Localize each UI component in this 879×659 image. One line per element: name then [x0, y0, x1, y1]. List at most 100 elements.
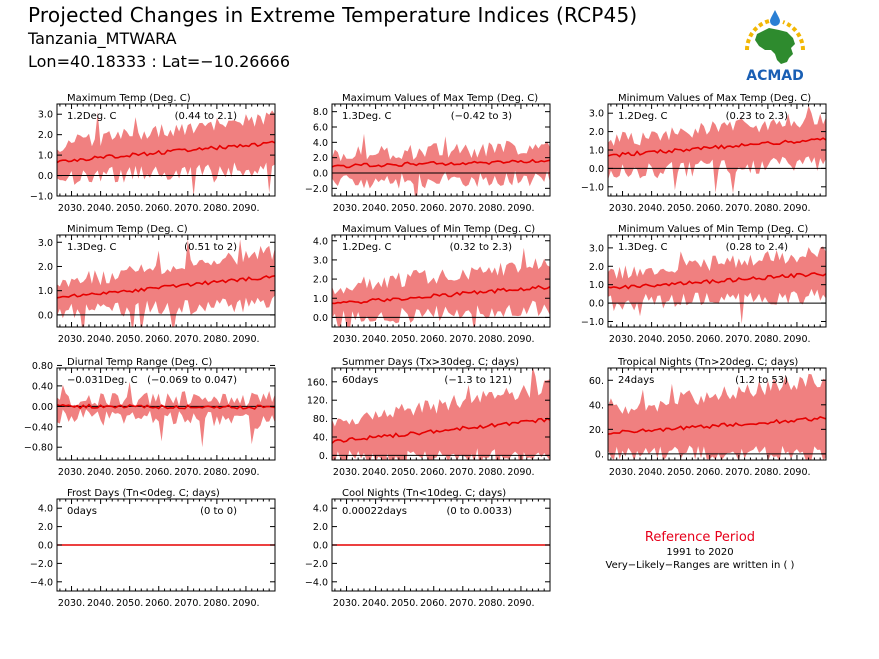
likely-range: (1.2 to 53) — [735, 375, 788, 386]
y-tick-label: 4.0 — [313, 504, 328, 515]
y-tick-label: 6.0 — [313, 123, 328, 134]
panel-frame — [56, 103, 276, 197]
y-tick-label: 160. — [307, 377, 328, 388]
range-band — [608, 105, 826, 194]
x-tick-label: 2030. — [333, 467, 360, 478]
panel-tn_mean: 0.0 1.0 2.0 3.0 2030. 2040. 2050. 2060. 2070. 208… — [38, 224, 276, 345]
y-tick-label: 0. — [595, 449, 604, 460]
acmad-logo: ACMAD — [744, 10, 805, 84]
y-tick-label: −2.0 — [305, 184, 328, 195]
x-tick-label: 2090. — [783, 334, 810, 345]
x-tick-label: 2090. — [507, 598, 534, 609]
africa-map-icon — [755, 28, 795, 64]
x-tick-label: 2090. — [232, 467, 259, 478]
y-tick-label: 0.0 — [313, 313, 328, 324]
y-tick-label: 2.0 — [38, 522, 53, 533]
x-tick-label: 2070. — [725, 334, 752, 345]
panel-tr: 0. 20. 40. 60. 2030. 2040. 2050. 2060. 2070. 2080… — [589, 357, 827, 478]
range-band — [332, 368, 550, 460]
x-tick-label: 2050. — [667, 203, 694, 214]
panel-title: Minimum Values of Min Temp (Deg. C) — [618, 224, 808, 235]
change-value: 1.2Deg. C — [67, 111, 116, 122]
y-tick-label: 0.0 — [589, 299, 604, 310]
y-tick-label: 3.0 — [38, 110, 53, 121]
x-tick-label: 2090. — [232, 203, 259, 214]
mean-line — [332, 417, 550, 444]
panel-txn: −1.0 0.0 1.0 2.0 3.0 2030. 2040. 2050. 2060. 2070… — [581, 93, 827, 214]
panel-su: 0. 40. 80. 120. 160. 2030. 2040. 2050. 2060. 2070… — [307, 357, 551, 478]
likely-range: (−1.3 to 121) — [444, 375, 512, 386]
range-band — [332, 247, 550, 327]
y-tick-label: 20. — [589, 425, 604, 436]
panel-dtr: −0.80 −0.40 0.00 0.40 0.80 2030. 2040. 2050. 206… — [24, 357, 276, 478]
x-tick-label: 2070. — [174, 598, 201, 609]
y-tick-label: 4.0 — [313, 236, 328, 247]
change-value: 0days — [67, 506, 97, 517]
x-tick-label: 2080. — [478, 598, 505, 609]
x-tick-label: 2040. — [638, 203, 665, 214]
change-value: 1.2Deg. C — [618, 111, 667, 122]
x-tick-label: 2040. — [638, 467, 665, 478]
panel-title: Maximum Temp (Deg. C) — [67, 93, 191, 104]
y-tick-label: −0.80 — [24, 443, 53, 454]
x-tick-label: 2060. — [696, 467, 723, 478]
x-tick-label: 2030. — [58, 334, 85, 345]
x-tick-label: 2050. — [116, 334, 143, 345]
plot-area — [332, 133, 550, 196]
y-tick-label: 1.0 — [38, 151, 53, 162]
y-tick-label: 0.40 — [32, 381, 53, 392]
y-tick-label: 0.0 — [589, 164, 604, 175]
x-tick-label: 2030. — [609, 467, 636, 478]
y-tick-label: 2.0 — [313, 275, 328, 286]
y-tick-label: 2.0 — [313, 153, 328, 164]
x-tick-label: 2050. — [667, 334, 694, 345]
range-band — [57, 110, 275, 196]
x-tick-label: 2050. — [667, 467, 694, 478]
x-tick-label: 2080. — [203, 203, 230, 214]
x-tick-label: 2070. — [174, 334, 201, 345]
x-tick-label: 2090. — [507, 467, 534, 478]
x-tick-label: 2060. — [696, 203, 723, 214]
y-tick-label: −4.0 — [305, 577, 328, 588]
range-band — [57, 239, 275, 327]
reference-years: 1991 to 2020 — [666, 547, 734, 558]
mean-line — [332, 158, 550, 169]
reference-title: Reference Period — [644, 530, 756, 545]
x-tick-label: 2090. — [232, 334, 259, 345]
change-value: 1.3Deg. C — [342, 111, 391, 122]
y-tick-label: 60. — [589, 376, 604, 387]
y-tick-label: 0.0 — [313, 169, 328, 180]
x-tick-label: 2050. — [116, 467, 143, 478]
y-tick-label: 2.0 — [589, 262, 604, 273]
y-tick-label: 2.0 — [38, 262, 53, 273]
panel-title: Summer Days (Tx>30deg. C; days) — [342, 357, 519, 368]
plot-area — [608, 373, 826, 460]
sun-rays-icon — [744, 18, 805, 51]
panel-frame — [331, 234, 551, 328]
x-tick-label: 2040. — [638, 334, 665, 345]
likely-range: (0 to 0.0033) — [446, 506, 512, 517]
x-tick-label: 2060. — [420, 203, 447, 214]
change-value: 60days — [342, 375, 378, 386]
panel-title: Frost Days (Tn<0deg. C; days) — [67, 488, 220, 499]
y-tick-label: −1.0 — [30, 192, 53, 203]
x-tick-label: 2070. — [174, 467, 201, 478]
y-tick-label: −2.0 — [30, 559, 53, 570]
y-tick-label: 1.0 — [313, 294, 328, 305]
x-tick-label: 2040. — [87, 203, 114, 214]
reference-period-box: Reference Period 1991 to 2020 Very−Likel… — [560, 530, 840, 571]
y-tick-label: −2.0 — [305, 559, 328, 570]
y-tick-label: −4.0 — [30, 577, 53, 588]
change-value: −0.031Deg. C — [67, 375, 138, 386]
x-tick-label: 2090. — [232, 598, 259, 609]
mean-line — [57, 140, 275, 164]
x-tick-label: 2060. — [145, 467, 172, 478]
plot-area — [608, 246, 826, 324]
y-tick-label: 3.0 — [589, 109, 604, 120]
panel-tnx: 0.0 1.0 2.0 3.0 4.0 2030. 2040. 2050. 2060. 2070.… — [313, 224, 551, 345]
x-tick-label: 2080. — [754, 467, 781, 478]
y-tick-label: −1.0 — [581, 182, 604, 193]
x-tick-label: 2080. — [754, 203, 781, 214]
